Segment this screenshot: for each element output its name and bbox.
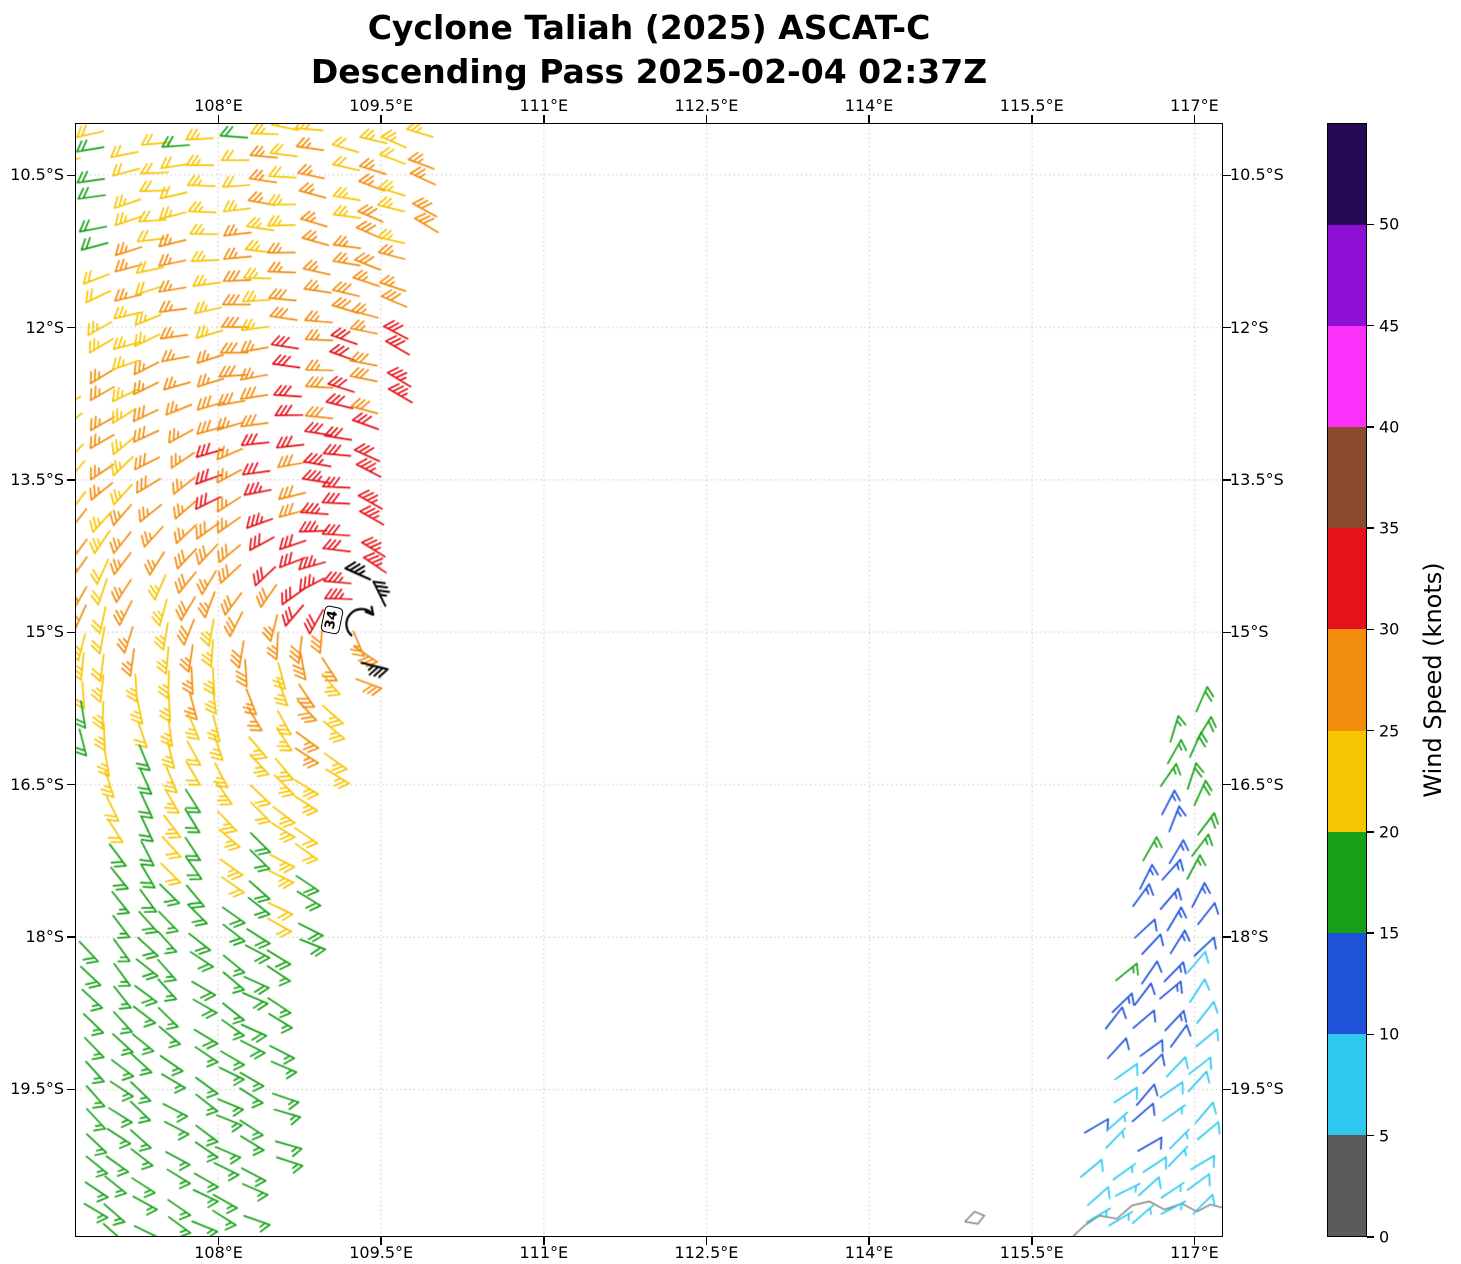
y-tick-mark-right: [1223, 936, 1231, 938]
x-tick-label-top: 115.5°E: [999, 96, 1064, 115]
colorbar-tick-mark: [1367, 932, 1374, 934]
colorbar-segment-40-45: [1328, 326, 1366, 428]
colorbar-tick-mark: [1367, 223, 1374, 226]
y-tick-label-right: 10.5°S: [1230, 165, 1284, 185]
y-tick-label-left: 12°S: [25, 317, 64, 337]
y-tick-mark-right: [1223, 783, 1231, 786]
colorbar-tick-label: 5: [1379, 1126, 1390, 1146]
x-tick-label-bottom: 114°E: [844, 1243, 894, 1262]
colorbar-tick-mark: [1367, 324, 1374, 327]
colorbar-tick-mark: [1367, 729, 1374, 732]
y-tick-label-right: 13.5°S: [1230, 469, 1284, 489]
x-tick-label-bottom: 109.5°E: [349, 1243, 414, 1262]
colorbar-tick-label: 10: [1379, 1024, 1400, 1044]
colorbar-tick-label: 20: [1379, 822, 1400, 842]
y-tick-label-right: 19.5°S: [1230, 1079, 1284, 1099]
x-tick-mark-top: [868, 115, 870, 123]
colorbar-segment-5-10: [1328, 1033, 1366, 1135]
y-tick-mark-left: [67, 174, 75, 177]
y-tick-mark-left: [67, 1088, 75, 1090]
x-tick-mark-bottom: [705, 1237, 708, 1245]
wind-barb-canvas: [76, 124, 1222, 1236]
y-tick-mark-left: [67, 783, 75, 786]
y-tick-label-left: 13.5°S: [10, 469, 64, 489]
y-tick-mark-left: [67, 631, 75, 634]
colorbar-segment-50-55: [1328, 124, 1366, 226]
y-tick-label-right: 18°S: [1230, 926, 1269, 946]
y-tick-mark-right: [1223, 479, 1231, 481]
colorbar: [1327, 123, 1367, 1237]
y-tick-mark-left: [67, 936, 75, 938]
x-tick-mark-top: [217, 115, 220, 123]
colorbar-tick-label: 45: [1379, 316, 1400, 336]
colorbar-tick-label: 15: [1379, 923, 1400, 943]
x-tick-mark-bottom: [217, 1237, 220, 1245]
x-tick-mark-bottom: [543, 1237, 545, 1245]
colorbar-tick-label: 50: [1379, 214, 1400, 234]
colorbar-tick-label: 0: [1379, 1227, 1390, 1247]
y-tick-mark-right: [1223, 631, 1231, 634]
y-tick-mark-right: [1223, 326, 1231, 329]
y-tick-label-left: 18°S: [25, 926, 64, 946]
x-tick-mark-top: [380, 115, 382, 123]
chart-title-line1: Cyclone Taliah (2025) ASCAT-C: [367, 8, 931, 47]
x-tick-mark-top: [543, 115, 545, 123]
map-plot-area: [75, 123, 1223, 1237]
x-tick-label-top: 117°E: [1170, 96, 1219, 115]
colorbar-segment-15-20: [1328, 831, 1366, 933]
x-tick-label-top: 108°E: [194, 96, 243, 115]
y-tick-label-left: 16.5°S: [10, 774, 64, 794]
y-tick-label-right: 12°S: [1230, 317, 1269, 337]
colorbar-tick-mark: [1367, 628, 1374, 631]
colorbar-tick-mark: [1367, 831, 1374, 833]
x-tick-label-bottom: 117°E: [1170, 1243, 1219, 1262]
x-tick-mark-top: [1193, 115, 1196, 123]
colorbar-segment-35-40: [1328, 427, 1366, 529]
x-tick-label-top: 111°E: [519, 96, 569, 115]
y-tick-label-right: 15°S: [1230, 622, 1269, 642]
colorbar-segment-10-15: [1328, 932, 1366, 1034]
y-tick-label-left: 10.5°S: [10, 165, 64, 185]
x-tick-mark-top: [705, 115, 708, 123]
x-tick-mark-bottom: [380, 1237, 382, 1245]
colorbar-segment-45-50: [1328, 225, 1366, 327]
y-tick-mark-right: [1223, 174, 1231, 177]
colorbar-tick-label: 25: [1379, 721, 1400, 741]
colorbar-segment-20-25: [1328, 730, 1366, 832]
colorbar-tick-mark: [1367, 1236, 1374, 1238]
colorbar-tick-mark: [1367, 426, 1374, 428]
y-tick-label-left: 19.5°S: [10, 1079, 64, 1099]
x-tick-label-top: 112.5°E: [674, 96, 739, 115]
x-tick-label-bottom: 115.5°E: [999, 1243, 1064, 1262]
colorbar-segment-0-5: [1328, 1134, 1366, 1236]
colorbar-tick-label: 30: [1379, 619, 1400, 639]
colorbar-segment-30-35: [1328, 528, 1366, 630]
y-tick-mark-right: [1223, 1088, 1231, 1090]
x-tick-label-bottom: 112.5°E: [674, 1243, 739, 1262]
colorbar-tick-mark: [1367, 1134, 1374, 1137]
x-tick-label-bottom: 108°E: [194, 1243, 243, 1262]
x-tick-mark-bottom: [1193, 1237, 1196, 1245]
x-tick-label-top: 109.5°E: [349, 96, 414, 115]
colorbar-tick-label: 40: [1379, 417, 1400, 437]
x-tick-label-top: 114°E: [844, 96, 894, 115]
chart-title: Cyclone Taliah (2025) ASCAT-C Descending…: [75, 6, 1223, 93]
colorbar-tick-mark: [1367, 1033, 1374, 1036]
y-tick-label-right: 16.5°S: [1230, 774, 1284, 794]
y-tick-mark-left: [67, 479, 75, 481]
x-tick-mark-top: [1031, 115, 1033, 123]
y-tick-mark-left: [67, 326, 75, 329]
x-tick-mark-bottom: [868, 1237, 870, 1245]
colorbar-segment-25-30: [1328, 629, 1366, 731]
colorbar-tick-mark: [1367, 527, 1374, 529]
y-tick-label-left: 15°S: [25, 622, 64, 642]
x-tick-label-bottom: 111°E: [519, 1243, 569, 1262]
colorbar-axis-label: Wind Speed (knots): [1419, 562, 1447, 798]
colorbar-tick-label: 35: [1379, 518, 1400, 538]
x-tick-mark-bottom: [1031, 1237, 1033, 1245]
chart-title-line2: Descending Pass 2025-02-04 02:37Z: [310, 51, 988, 91]
